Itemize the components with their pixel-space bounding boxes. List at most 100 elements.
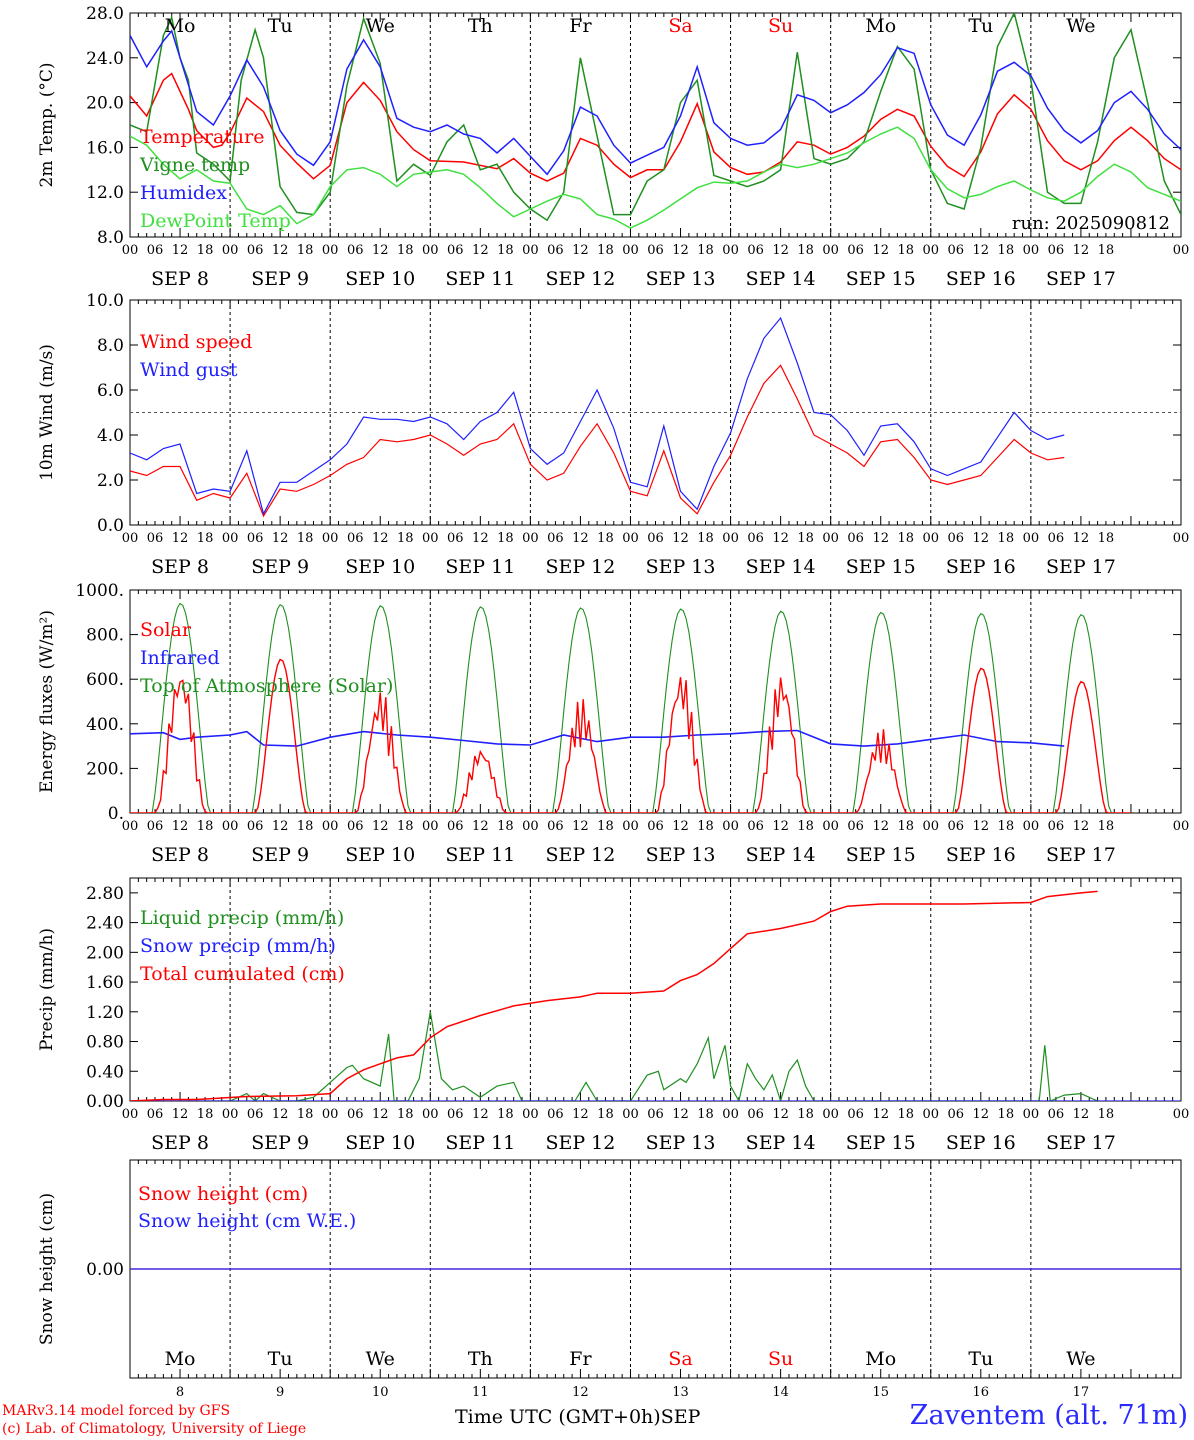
legend-entry: DewPoint Temp: [140, 210, 291, 232]
hour-label: 12: [172, 819, 189, 834]
date-label: SEP 13: [646, 844, 716, 866]
hour-label: 06: [948, 243, 965, 258]
hour-label: 12: [272, 1107, 289, 1122]
date-label: SEP 8: [151, 556, 209, 578]
y-tick-label: 0.: [108, 804, 124, 824]
date-label: SEP 15: [846, 844, 916, 866]
legend-entry: Total cumulated (cm): [140, 963, 345, 985]
y-axis-label: Snow height (cm): [37, 1193, 57, 1345]
y-tick-label: 0.40: [86, 1062, 124, 1082]
hour-label: 18: [697, 243, 714, 258]
hour-label: 12: [973, 243, 990, 258]
y-axis-label: 2m Temp. (°C): [37, 62, 57, 187]
hour-label: 18: [998, 243, 1015, 258]
hour-label: 06: [1048, 819, 1065, 834]
hour-label: 00: [922, 243, 939, 258]
hour-label: 00: [522, 531, 539, 546]
y-tick-label: 1000.: [75, 581, 124, 601]
hour-label: 18: [998, 819, 1015, 834]
panel-5: 0.00 Snow height (cm) Snow height (cm) Snow…: [37, 1159, 1182, 1379]
hour-label: 00: [322, 531, 339, 546]
legend-entry: Top of Atmosphere (Solar): [140, 675, 393, 697]
day-name-bottom: We: [366, 1348, 395, 1370]
series-group: [130, 316, 1065, 518]
hour-label: 00: [522, 1107, 539, 1122]
hour-label: 18: [497, 819, 514, 834]
hour-label: 06: [747, 531, 764, 546]
date-label: SEP 15: [846, 1132, 916, 1154]
date-label: SEP 16: [946, 268, 1016, 290]
hour-label: 00: [322, 819, 339, 834]
hour-label: 18: [197, 531, 214, 546]
hour-label: 00: [1173, 819, 1190, 834]
hour-label: 12: [372, 243, 389, 258]
hour-label: 06: [347, 1107, 364, 1122]
hour-label: 18: [797, 531, 814, 546]
hour-label: 18: [897, 819, 914, 834]
hour-label: 06: [847, 819, 864, 834]
credit-model: MARv3.14 model forced by GFS: [2, 1403, 231, 1419]
hour-label: 00: [622, 243, 639, 258]
date-label: SEP 9: [251, 1132, 309, 1154]
hour-label: 18: [497, 531, 514, 546]
date-label: SEP 14: [746, 556, 816, 578]
y-tick-label: 24.0: [86, 49, 124, 69]
hour-label: 00: [922, 1107, 939, 1122]
hour-label: 06: [948, 819, 965, 834]
date-label: SEP 12: [545, 268, 615, 290]
hour-label: 12: [372, 819, 389, 834]
hour-label: 18: [597, 1107, 614, 1122]
date-label: SEP 10: [345, 268, 415, 290]
hour-label: 12: [872, 819, 889, 834]
date-label: SEP 8: [151, 844, 209, 866]
hour-label: 12: [172, 1107, 189, 1122]
hour-label: 12: [1073, 1107, 1090, 1122]
hour-label: 18: [297, 1107, 314, 1122]
hour-label: 18: [897, 531, 914, 546]
hour-label: 06: [147, 819, 164, 834]
hour-label: 00: [422, 531, 439, 546]
y-tick-label: 800.: [86, 626, 124, 646]
hour-label: 06: [948, 1107, 965, 1122]
panel-4: 0.00 0.40 0.80 1.20 1.60 2.00 2.40 2.80 Precip (…: [37, 877, 1189, 1154]
legend-entry: Solar: [140, 619, 192, 641]
legend-entry: Snow height (cm): [138, 1183, 308, 1205]
hour-label: 00: [1173, 243, 1190, 258]
hour-label: 06: [247, 531, 264, 546]
hour-label: 18: [1098, 1107, 1115, 1122]
hour-label: 06: [747, 243, 764, 258]
hour-label: 18: [1098, 819, 1115, 834]
hour-label: 18: [897, 1107, 914, 1122]
hour-label: 00: [1023, 243, 1040, 258]
series-group: [130, 602, 1131, 813]
series-line-infrared: [130, 729, 1065, 747]
credit-lab: (c) Lab. of Climatology, University of L…: [2, 1421, 307, 1437]
hour-label: 00: [722, 1107, 739, 1122]
hour-label: 06: [247, 819, 264, 834]
legend-entry: Liquid precip (mm/h): [140, 907, 344, 929]
series-line-solar: [130, 658, 1131, 813]
hour-label: 00: [1173, 531, 1190, 546]
date-label: SEP 17: [1046, 268, 1116, 290]
hour-label: 00: [822, 819, 839, 834]
hour-label: 12: [772, 243, 789, 258]
hour-label: 12: [372, 1107, 389, 1122]
hour-label: 12: [1073, 819, 1090, 834]
hour-label: 00: [122, 243, 139, 258]
y-tick-label: 12.0: [86, 183, 124, 203]
hour-label: 00: [922, 819, 939, 834]
hour-label: 12: [172, 531, 189, 546]
hour-label: 18: [998, 1107, 1015, 1122]
y-tick-label: 0.0: [97, 516, 124, 536]
hour-label: 18: [197, 819, 214, 834]
day-name-bottom: Tu: [968, 1348, 993, 1370]
date-label: SEP 10: [345, 844, 415, 866]
x-axis-label: Time UTC (GMT+0h)SEP: [455, 1406, 700, 1428]
hour-label: 00: [822, 243, 839, 258]
y-tick-label: 10.0: [86, 291, 124, 311]
date-number: 17: [1073, 1385, 1090, 1400]
hour-label: 12: [772, 531, 789, 546]
hour-label: 18: [597, 531, 614, 546]
hour-label: 12: [572, 819, 589, 834]
day-name: Th: [468, 15, 493, 37]
